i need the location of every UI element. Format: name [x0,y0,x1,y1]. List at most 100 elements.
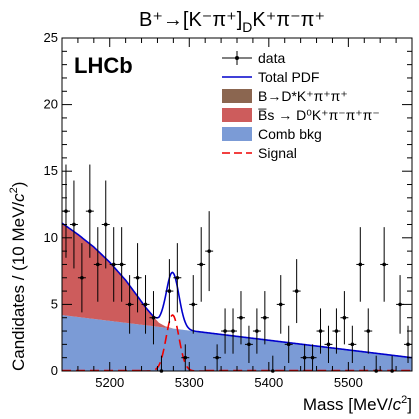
data-point [324,325,333,364]
y-axis-title-exp: 2 [8,187,20,193]
data-point [229,308,237,354]
data-point [197,227,206,302]
legend: data Total PDF B→D*K⁺π⁺π⁺ B̅s → D⁰K⁺π⁻π⁺π⁻ C… [222,50,380,161]
data-point [308,344,317,371]
data-point-marker [95,262,100,267]
y-tick-label: 20 [44,97,58,112]
x-axis-title-close: ] [407,395,412,414]
data-point-marker [382,262,386,267]
data-point [69,180,78,269]
data-point [101,180,110,269]
data-point-marker [286,342,291,347]
lhcb-watermark: LHCb [74,53,133,78]
data-point [221,308,230,354]
data-point [213,344,222,371]
data-point [356,227,365,302]
data-point [117,227,126,302]
data-point [133,243,142,313]
y-tick-label: 5 [51,296,58,311]
x-axis-title-exp: 2 [401,394,407,406]
data-point-marker [255,329,259,333]
bs-bkg-fill [62,223,412,358]
data-point [77,243,86,313]
data-point-marker [103,222,108,227]
legend-label: Total PDF [258,69,319,85]
total-pdf-line [62,222,412,359]
data-point-marker [175,275,180,280]
data-point-marker [326,342,331,347]
x-axis-title-c: c [393,395,402,414]
x-tick-label: 5400 [254,375,283,390]
legend-label: Signal [258,145,297,161]
legend-label: B̅s → D⁰K⁺π⁻π⁺π⁻ [257,107,379,123]
axes-layer: 5200 5300 5400 5500 0 5 10 15 20 25 [44,30,413,390]
x-axis-title: Mass [MeV/c2] [303,394,412,414]
data-point [165,259,174,324]
data-point-marker [207,249,211,253]
x-tick-label: 5200 [95,375,124,390]
y-tick-label: 0 [51,363,58,378]
legend-box [222,127,252,141]
data-point-marker [135,275,140,280]
chart-title: B⁺→[K⁻π⁺]DK⁺π⁻π⁺ [139,9,325,35]
x-tick-label: 5300 [175,375,204,390]
legend-marker-dot [235,56,239,60]
data-point [205,211,214,292]
data-point [292,259,301,324]
data-point-marker [366,329,371,333]
data-point [340,291,349,345]
data-point [109,227,118,302]
data-point [173,243,182,313]
legend-entry-data: data [222,50,285,66]
data-point [93,227,102,302]
x-tick-label: 5500 [334,375,363,390]
legend-label: data [258,50,285,66]
data-point-marker [223,329,227,333]
data-point [348,325,357,364]
data-point-marker [231,329,235,333]
legend-label: B→D*K⁺π⁺π⁺ [258,88,348,104]
y-tick-label: 10 [44,230,58,245]
data-point-marker [111,262,116,267]
data-point-marker [247,342,251,347]
data-point [332,308,341,354]
chart-title-sub: D [242,19,252,35]
data-point [364,308,373,354]
data-point-marker [167,289,172,293]
data-layer [62,164,412,373]
chart-title-main: B⁺→[K⁻π⁺] [139,9,242,31]
data-point [276,275,285,334]
fill-layer [62,223,412,371]
data-point-marker [318,329,323,333]
data-point-marker [183,355,188,360]
data-point-marker [263,315,267,320]
y-axis-title-c: c [9,193,28,202]
chart-title-tail: K⁺π⁻π⁺ [252,9,325,31]
data-point-marker [215,355,219,360]
data-point-marker [127,302,132,307]
y-tick-label: 15 [44,163,58,178]
data-point-marker [302,355,307,360]
legend-entry-comb: Comb bkg [222,126,322,142]
data-point-marker [239,315,243,320]
data-point-marker [334,329,339,333]
data-point [237,291,245,345]
data-point-marker [294,289,299,293]
data-point [260,291,269,345]
data-point [244,325,253,364]
data-point [141,275,150,334]
data-point [189,275,198,334]
data-point [380,227,389,302]
data-point-marker [143,302,148,307]
data-point [149,291,158,345]
data-point-marker [350,342,355,347]
y-axis-title-close: ) [9,182,28,188]
data-point [316,308,325,354]
data-point-marker [191,302,196,307]
data-point-marker [80,275,84,280]
data-point-marker [398,302,402,307]
y-axis-title: Candidates / (10 MeV/c2) [8,182,28,371]
legend-box [222,108,252,122]
data-point-marker [151,315,156,320]
